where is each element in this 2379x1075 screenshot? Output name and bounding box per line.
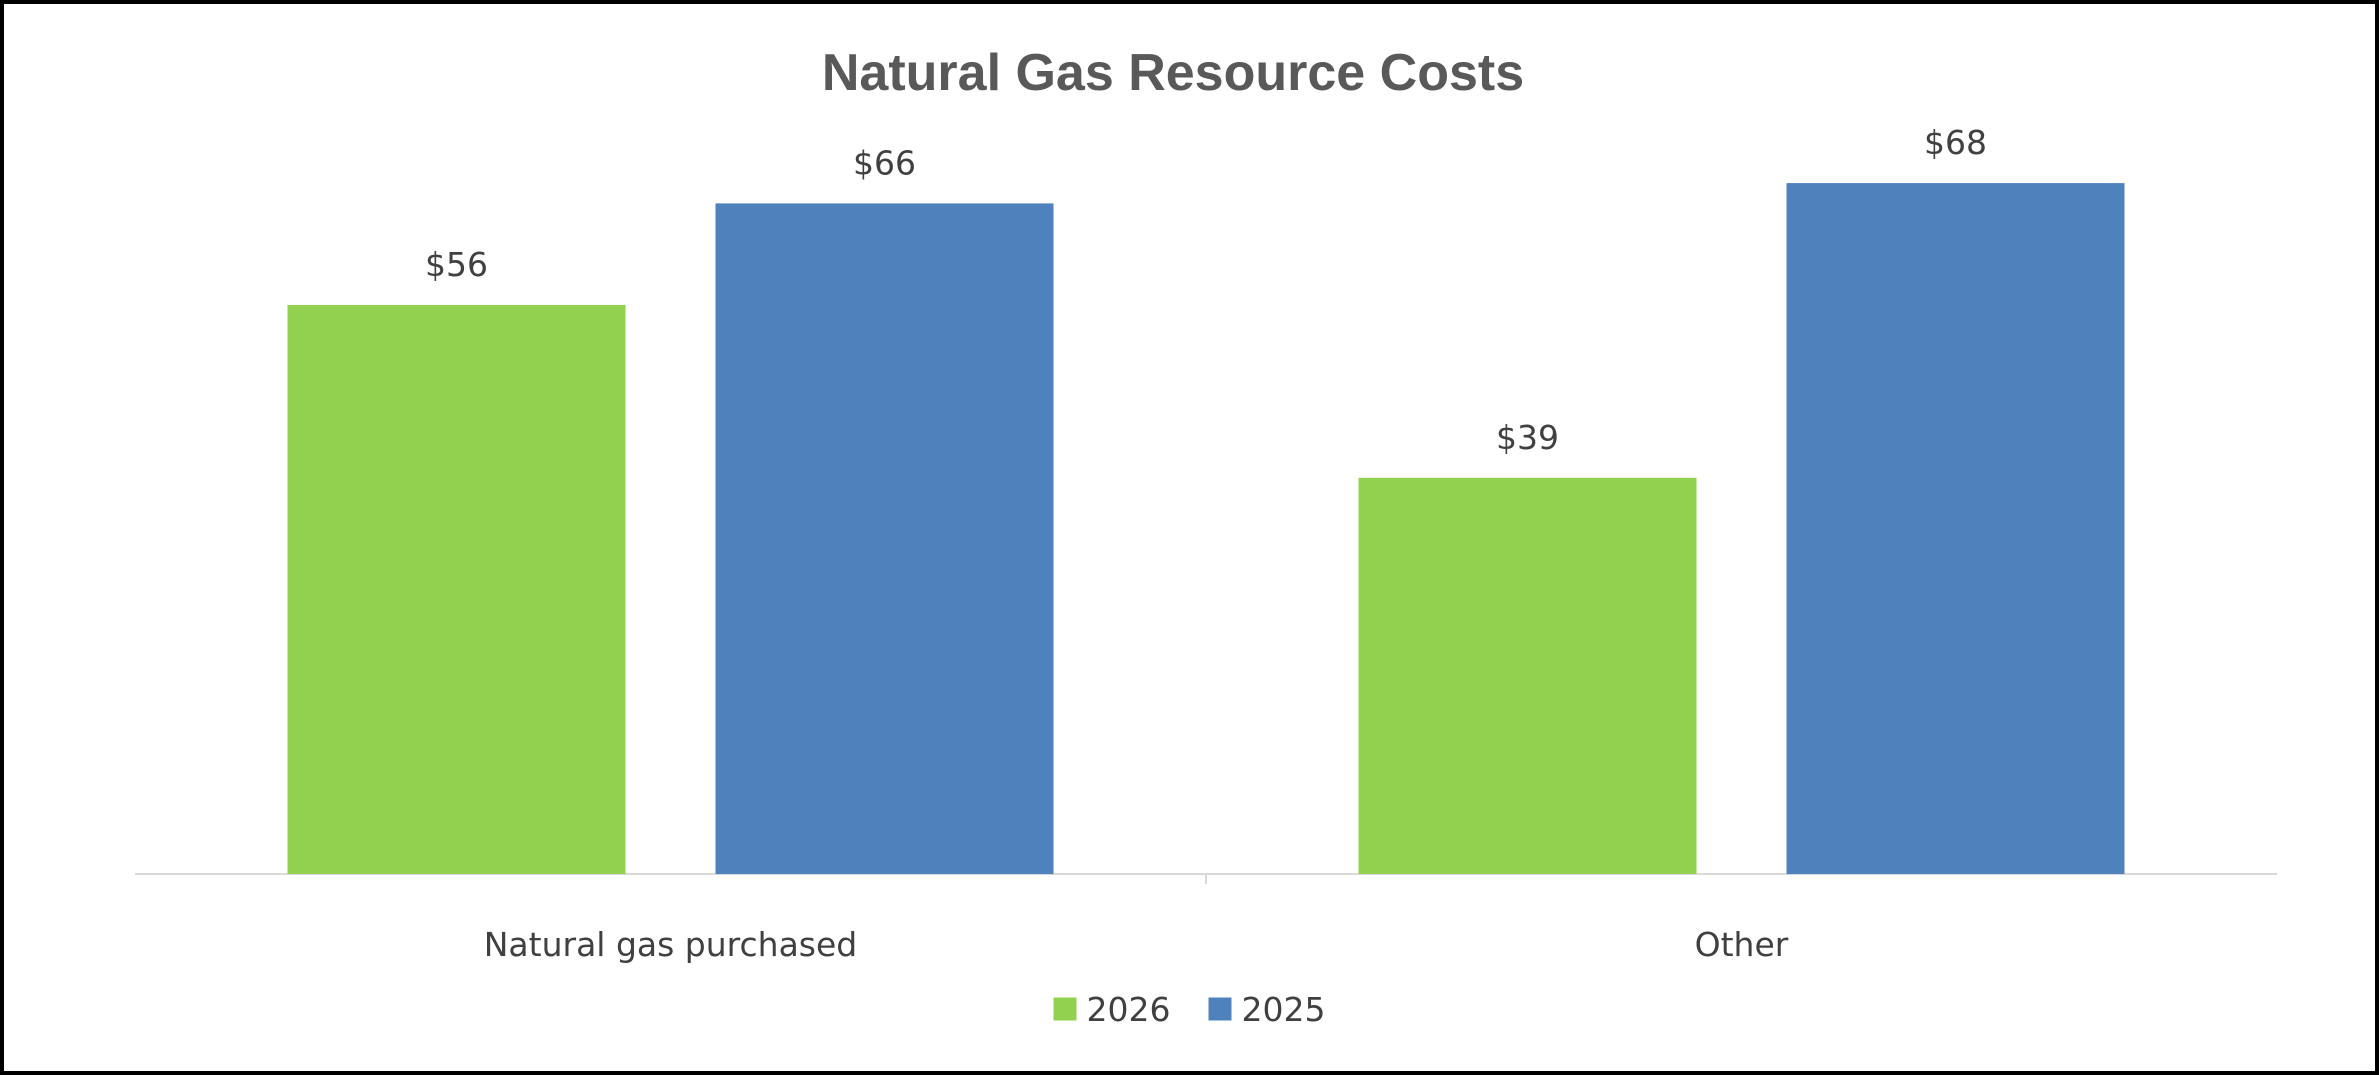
legend-label-2026: 2026 [1087,990,1171,1029]
legend-swatch-2026 [1053,997,1077,1021]
bar-2025-1 [715,203,1054,874]
bar-2026-2 [1358,477,1697,874]
legend: 2026 2025 [1053,990,1326,1029]
data-label-2025-2: $68 [1924,123,1987,162]
data-label-2026-1: $56 [425,245,488,284]
labels-layer: $56 $66 Natural gas purchased $39 $68 Other [425,123,1987,964]
data-label-2025-1: $66 [853,143,916,182]
category-label-2: Other [1695,925,1789,964]
data-label-2026-2: $39 [1496,418,1559,457]
legend-swatch-2025 [1208,997,1232,1021]
chart-title: Natural Gas Resource Costs [822,44,1524,102]
category-label-1: Natural gas purchased [484,925,858,964]
legend-label-2025: 2025 [1242,990,1326,1029]
bar-2026-1 [287,305,626,874]
bar-2025-2 [1786,183,2125,875]
bars-layer [287,183,2125,875]
